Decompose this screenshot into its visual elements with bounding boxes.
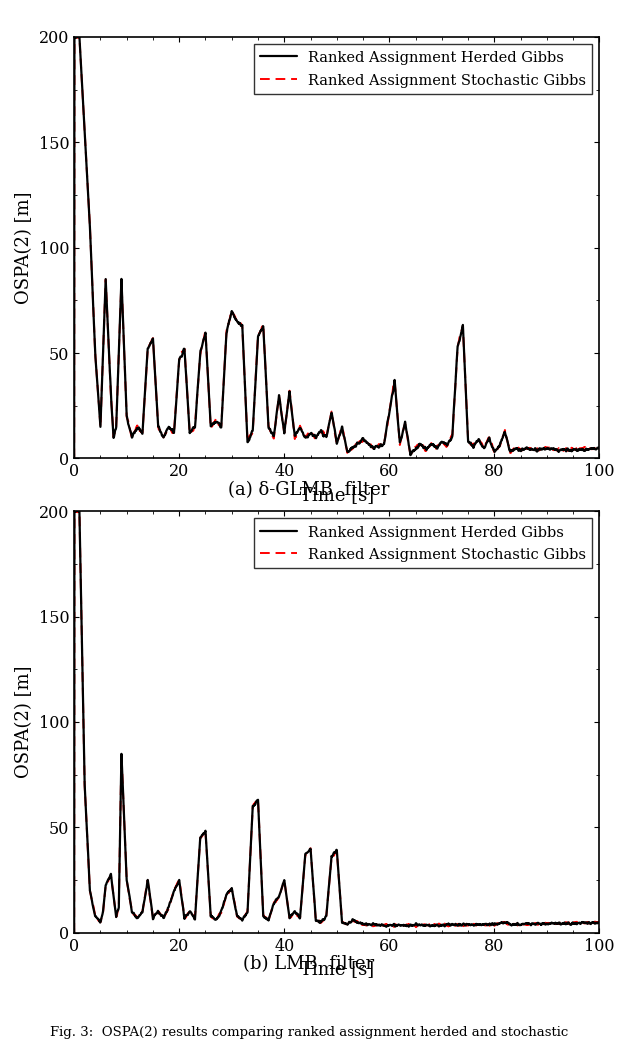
Line: Ranked Assignment Stochastic Gibbs: Ranked Assignment Stochastic Gibbs — [74, 36, 599, 458]
Ranked Assignment Stochastic Gibbs — [70, 926, 78, 939]
Ranked Assignment Herded Gibbs — [386, 919, 394, 932]
Line: Ranked Assignment Herded Gibbs: Ranked Assignment Herded Gibbs — [74, 510, 599, 933]
Ranked Assignment Stochastic Gibbs — [266, 423, 273, 435]
Text: (b) LMB  filter: (b) LMB filter — [243, 955, 375, 974]
Ranked Assignment Stochastic Gibbs — [70, 452, 78, 465]
Ranked Assignment Herded Gibbs — [70, 926, 78, 939]
Ranked Assignment Stochastic Gibbs — [117, 763, 125, 776]
Ranked Assignment Herded Gibbs — [503, 432, 510, 445]
Legend: Ranked Assignment Herded Gibbs, Ranked Assignment Stochastic Gibbs: Ranked Assignment Herded Gibbs, Ranked A… — [255, 44, 592, 94]
Ranked Assignment Stochastic Gibbs — [386, 919, 394, 932]
Y-axis label: OSPA(2) [m]: OSPA(2) [m] — [15, 192, 33, 304]
Ranked Assignment Herded Gibbs — [99, 906, 106, 919]
Text: Fig. 3:  OSPA(2) results comparing ranked assignment herded and stochastic: Fig. 3: OSPA(2) results comparing ranked… — [50, 1027, 568, 1039]
Ranked Assignment Herded Gibbs — [386, 402, 394, 414]
Ranked Assignment Herded Gibbs — [266, 423, 273, 435]
Ranked Assignment Stochastic Gibbs — [266, 911, 273, 923]
Ranked Assignment Herded Gibbs — [83, 153, 90, 165]
Text: (a) δ-GLMB  filter: (a) δ-GLMB filter — [228, 481, 390, 500]
Ranked Assignment Herded Gibbs — [596, 916, 603, 929]
Ranked Assignment Herded Gibbs — [70, 452, 78, 465]
Ranked Assignment Herded Gibbs — [83, 811, 90, 823]
Ranked Assignment Stochastic Gibbs — [99, 906, 106, 919]
Legend: Ranked Assignment Herded Gibbs, Ranked Assignment Stochastic Gibbs: Ranked Assignment Herded Gibbs, Ranked A… — [255, 519, 592, 568]
Ranked Assignment Herded Gibbs — [503, 916, 510, 929]
Ranked Assignment Stochastic Gibbs — [386, 401, 394, 413]
Ranked Assignment Stochastic Gibbs — [596, 443, 603, 455]
Ranked Assignment Herded Gibbs — [596, 442, 603, 454]
Ranked Assignment Stochastic Gibbs — [83, 811, 90, 823]
Ranked Assignment Herded Gibbs — [117, 762, 125, 775]
Ranked Assignment Herded Gibbs — [99, 354, 106, 367]
Ranked Assignment Stochastic Gibbs — [83, 155, 90, 168]
Ranked Assignment Stochastic Gibbs — [503, 918, 510, 931]
Y-axis label: OSPA(2) [m]: OSPA(2) [m] — [15, 666, 33, 778]
Ranked Assignment Stochastic Gibbs — [99, 354, 106, 367]
Line: Ranked Assignment Herded Gibbs: Ranked Assignment Herded Gibbs — [74, 36, 599, 458]
X-axis label: Time [s]: Time [s] — [300, 486, 374, 504]
Line: Ranked Assignment Stochastic Gibbs: Ranked Assignment Stochastic Gibbs — [74, 511, 599, 933]
Ranked Assignment Stochastic Gibbs — [70, 505, 78, 518]
Ranked Assignment Stochastic Gibbs — [596, 917, 603, 930]
Ranked Assignment Stochastic Gibbs — [117, 281, 125, 294]
Ranked Assignment Herded Gibbs — [74, 30, 81, 42]
Ranked Assignment Herded Gibbs — [266, 911, 273, 923]
X-axis label: Time [s]: Time [s] — [300, 960, 374, 978]
Ranked Assignment Stochastic Gibbs — [72, 30, 80, 42]
Ranked Assignment Herded Gibbs — [74, 504, 81, 516]
Ranked Assignment Herded Gibbs — [117, 279, 125, 292]
Ranked Assignment Stochastic Gibbs — [503, 432, 510, 445]
